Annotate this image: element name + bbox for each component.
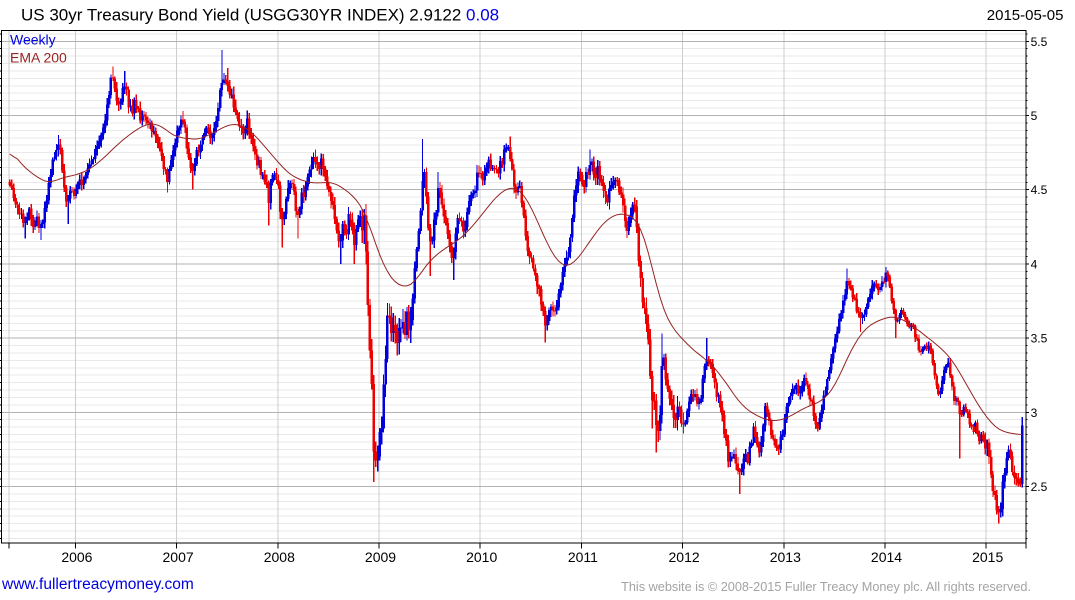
svg-text:Weekly: Weekly xyxy=(10,32,56,48)
svg-text:www.fullertreacymoney.com: www.fullertreacymoney.com xyxy=(1,576,194,593)
svg-text:3: 3 xyxy=(1031,406,1038,420)
svg-text:2.5: 2.5 xyxy=(1031,480,1048,494)
svg-text:3.5: 3.5 xyxy=(1031,332,1048,346)
svg-text:EMA 200: EMA 200 xyxy=(10,50,67,66)
svg-text:2010: 2010 xyxy=(466,549,497,565)
svg-text:2009: 2009 xyxy=(365,549,396,565)
svg-text:2008: 2008 xyxy=(264,549,295,565)
svg-text:2013: 2013 xyxy=(770,549,801,565)
svg-text:2015-05-05: 2015-05-05 xyxy=(987,7,1064,24)
svg-text:2012: 2012 xyxy=(669,549,700,565)
svg-text:2015: 2015 xyxy=(972,549,1003,565)
svg-text:4: 4 xyxy=(1031,257,1038,271)
svg-text:2014: 2014 xyxy=(871,549,902,565)
svg-text:2011: 2011 xyxy=(568,549,598,565)
svg-text:2006: 2006 xyxy=(61,549,92,565)
svg-text:US 30yr Treasury Bond Yield (U: US 30yr Treasury Bond Yield (USGG30YR IN… xyxy=(21,5,499,24)
svg-text:4.5: 4.5 xyxy=(1031,183,1048,197)
svg-text:This website is © 2008-2015 Fu: This website is © 2008-2015 Fuller Treac… xyxy=(621,580,1031,594)
svg-text:2007: 2007 xyxy=(163,549,194,565)
svg-text:5: 5 xyxy=(1031,109,1038,123)
svg-text:5.5: 5.5 xyxy=(1031,35,1048,49)
